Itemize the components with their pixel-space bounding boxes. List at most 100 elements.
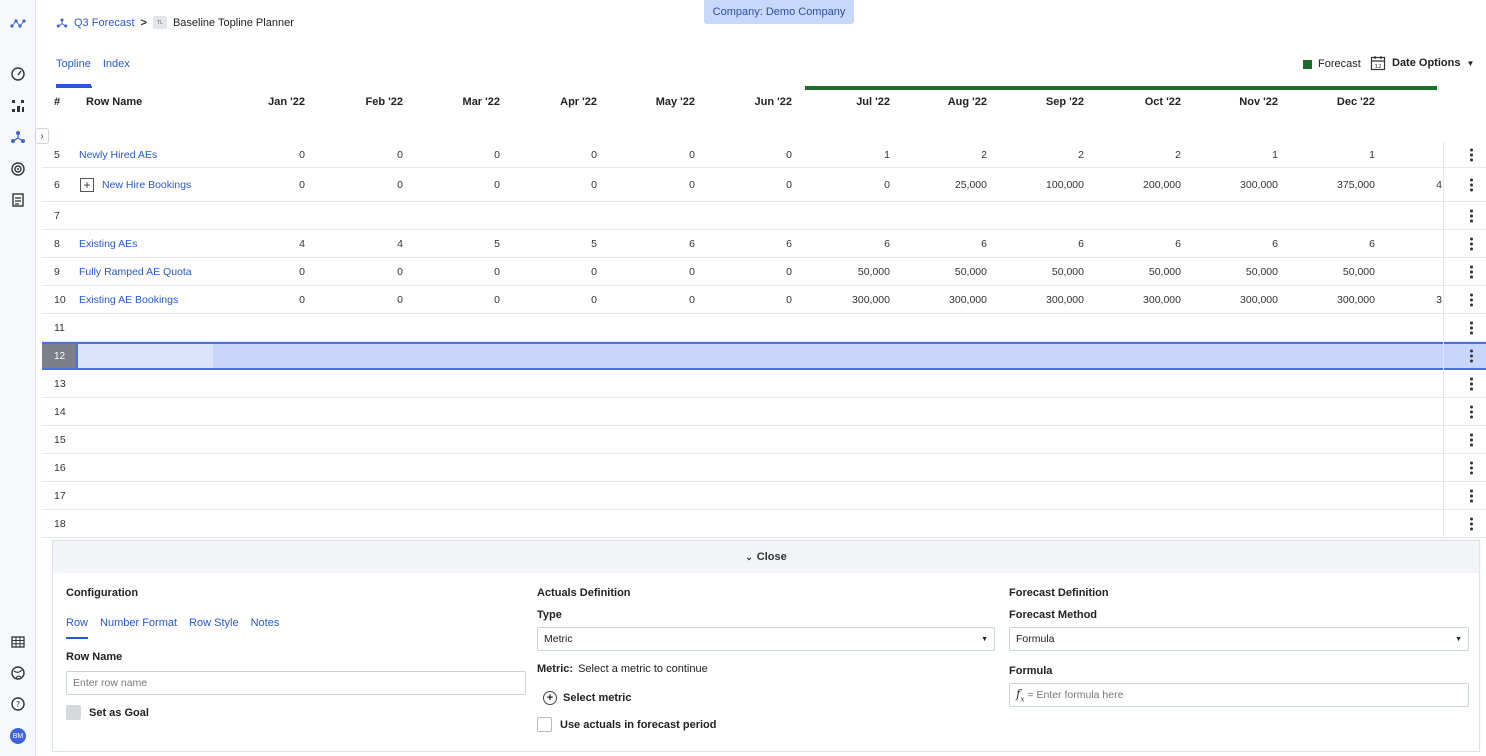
value-cell[interactable]: 0 <box>786 148 792 161</box>
value-cell[interactable]: 0 <box>299 265 305 278</box>
tab-row-style[interactable]: Row Style <box>189 617 239 629</box>
row-name-cell[interactable]: + New Hire Bookings <box>80 168 191 201</box>
value-cell[interactable]: 0 <box>689 293 695 306</box>
forecast-method-select[interactable]: Formula ▼ <box>1009 627 1469 651</box>
row-name-cell[interactable]: Existing AEs <box>79 230 137 257</box>
value-cell[interactable]: 0 <box>786 265 792 278</box>
value-cell[interactable]: 0 <box>591 265 597 278</box>
value-cell[interactable]: 0 <box>397 178 403 191</box>
row-menu-kebab-icon[interactable] <box>1466 433 1476 446</box>
value-cell[interactable]: 0 <box>786 178 792 191</box>
row-name-cell[interactable]: Newly Hired AEs <box>79 142 157 167</box>
value-cell[interactable]: 0 <box>591 148 597 161</box>
value-cell[interactable]: 300,000 <box>1046 293 1084 306</box>
value-cell[interactable]: 6 <box>786 237 792 250</box>
value-cell[interactable]: 0 <box>494 265 500 278</box>
tab-topline[interactable]: Topline <box>56 58 91 86</box>
value-cell[interactable]: 0 <box>689 178 695 191</box>
table-row[interactable]: 7 <box>42 202 1486 230</box>
date-options-button[interactable]: 12 Date Options ▼ <box>1370 55 1474 71</box>
set-as-goal-checkbox[interactable]: Set as Goal <box>66 705 526 720</box>
tab-notes[interactable]: Notes <box>250 617 280 629</box>
value-cell[interactable]: 50,000 <box>857 265 890 278</box>
value-cell[interactable]: 50,000 <box>1245 265 1278 278</box>
tab-number-format[interactable]: Number Format <box>100 617 178 629</box>
table-row[interactable]: 8 Existing AEs 4 4 5 5 6 6 6 6 6 6 6 6 <box>42 230 1486 258</box>
value-cell[interactable]: 0 <box>299 178 305 191</box>
value-cell[interactable]: 0 <box>397 293 403 306</box>
table-row[interactable]: 6 + New Hire Bookings 0 0 0 0 0 0 0 25,000 100,000 2… <box>42 168 1486 202</box>
value-cell[interactable]: 0 <box>397 265 403 278</box>
tab-index[interactable]: Index <box>102 58 130 70</box>
value-cell[interactable]: 0 <box>786 293 792 306</box>
table-row[interactable]: 16 <box>42 454 1486 482</box>
row-menu-kebab-icon[interactable] <box>1466 293 1476 306</box>
row-menu-kebab-icon[interactable] <box>1466 517 1476 530</box>
value-cell[interactable]: 6 <box>1078 237 1084 250</box>
help-icon[interactable]: ? <box>9 695 27 713</box>
value-cell[interactable]: 300,000 <box>1240 178 1278 191</box>
value-cell[interactable]: 1 <box>1369 148 1375 161</box>
value-cell[interactable]: 6 <box>1175 237 1181 250</box>
row-name-cell[interactable]: Existing AE Bookings <box>79 286 178 313</box>
value-cell[interactable]: 0 <box>494 178 500 191</box>
table-row[interactable]: 11 <box>42 314 1486 342</box>
table-row[interactable]: 18 <box>42 510 1486 538</box>
table-row[interactable]: 5 Newly Hired AEs 0 0 0 0 0 0 1 2 2 2 1 1 <box>42 142 1486 168</box>
chart-icon[interactable] <box>9 97 27 115</box>
speedometer-icon[interactable] <box>9 65 27 83</box>
row-name-input[interactable]: Enter row name <box>66 671 526 695</box>
table-row[interactable]: 12 <box>42 342 1486 370</box>
target-icon[interactable] <box>9 160 27 178</box>
row-menu-kebab-icon[interactable] <box>1466 377 1476 390</box>
row-menu-kebab-icon[interactable] <box>1466 265 1476 278</box>
value-cell[interactable]: 4 <box>397 237 403 250</box>
value-cell[interactable]: 2 <box>1078 148 1084 161</box>
value-cell[interactable]: 200,000 <box>1143 178 1181 191</box>
value-cell[interactable]: 300,000 <box>949 293 987 306</box>
value-cell[interactable]: 6 <box>981 237 987 250</box>
table-row[interactable]: 17 <box>42 482 1486 510</box>
type-select[interactable]: Metric ▼ <box>537 627 995 651</box>
value-cell[interactable]: 0 <box>494 148 500 161</box>
value-cell[interactable]: 375,000 <box>1337 178 1375 191</box>
value-cell[interactable]: 50,000 <box>1051 265 1084 278</box>
expand-row-plus-icon[interactable]: + <box>80 177 94 192</box>
document-icon[interactable] <box>9 191 27 209</box>
row-menu-kebab-icon[interactable] <box>1466 237 1476 250</box>
value-cell[interactable]: 0 <box>299 293 305 306</box>
value-cell[interactable]: 0 <box>884 178 890 191</box>
value-cell[interactable]: 2 <box>1175 148 1181 161</box>
value-cell[interactable]: 50,000 <box>1148 265 1181 278</box>
breadcrumb-root-link[interactable]: Q3 Forecast <box>74 16 135 29</box>
value-cell[interactable]: 0 <box>591 293 597 306</box>
value-cell[interactable]: 100,000 <box>1046 178 1084 191</box>
forecast-nodes-icon[interactable] <box>9 128 27 146</box>
value-cell[interactable]: 50,000 <box>1342 265 1375 278</box>
value-cell[interactable]: 300,000 <box>1240 293 1278 306</box>
value-cell[interactable]: 0 <box>689 148 695 161</box>
row-menu-kebab-icon[interactable] <box>1466 321 1476 334</box>
value-cell[interactable]: 0 <box>397 148 403 161</box>
value-cell[interactable]: 300,000 <box>852 293 890 306</box>
use-actuals-checkbox-box[interactable] <box>537 717 552 732</box>
table-row[interactable]: 10 Existing AE Bookings 0 0 0 0 0 0 300,000 300,0… <box>42 286 1486 314</box>
close-panel-button[interactable]: ⌄ Close <box>53 541 1479 573</box>
value-cell[interactable]: 6 <box>689 237 695 250</box>
row-menu-kebab-icon[interactable] <box>1466 349 1476 363</box>
row-menu-kebab-icon[interactable] <box>1466 148 1476 161</box>
select-metric-button[interactable]: + Select metric <box>543 691 995 705</box>
table-row[interactable]: 9 Fully Ramped AE Quota 0 0 0 0 0 0 50,000 50,000… <box>42 258 1486 286</box>
value-cell[interactable]: 300,000 <box>1337 293 1375 306</box>
value-cell[interactable]: 6 <box>1369 237 1375 250</box>
tab-row[interactable]: Row <box>66 617 89 639</box>
value-cell[interactable]: 0 <box>591 178 597 191</box>
value-cell[interactable]: 4 <box>299 237 305 250</box>
globe-icon[interactable] <box>9 664 27 682</box>
value-cell[interactable]: 25,000 <box>954 178 987 191</box>
table-row[interactable]: 13 <box>42 370 1486 398</box>
value-cell[interactable]: 6 <box>1272 237 1278 250</box>
table-grid-icon[interactable] <box>9 633 27 651</box>
value-cell[interactable]: 5 <box>494 237 500 250</box>
value-cell[interactable]: 0 <box>299 148 305 161</box>
